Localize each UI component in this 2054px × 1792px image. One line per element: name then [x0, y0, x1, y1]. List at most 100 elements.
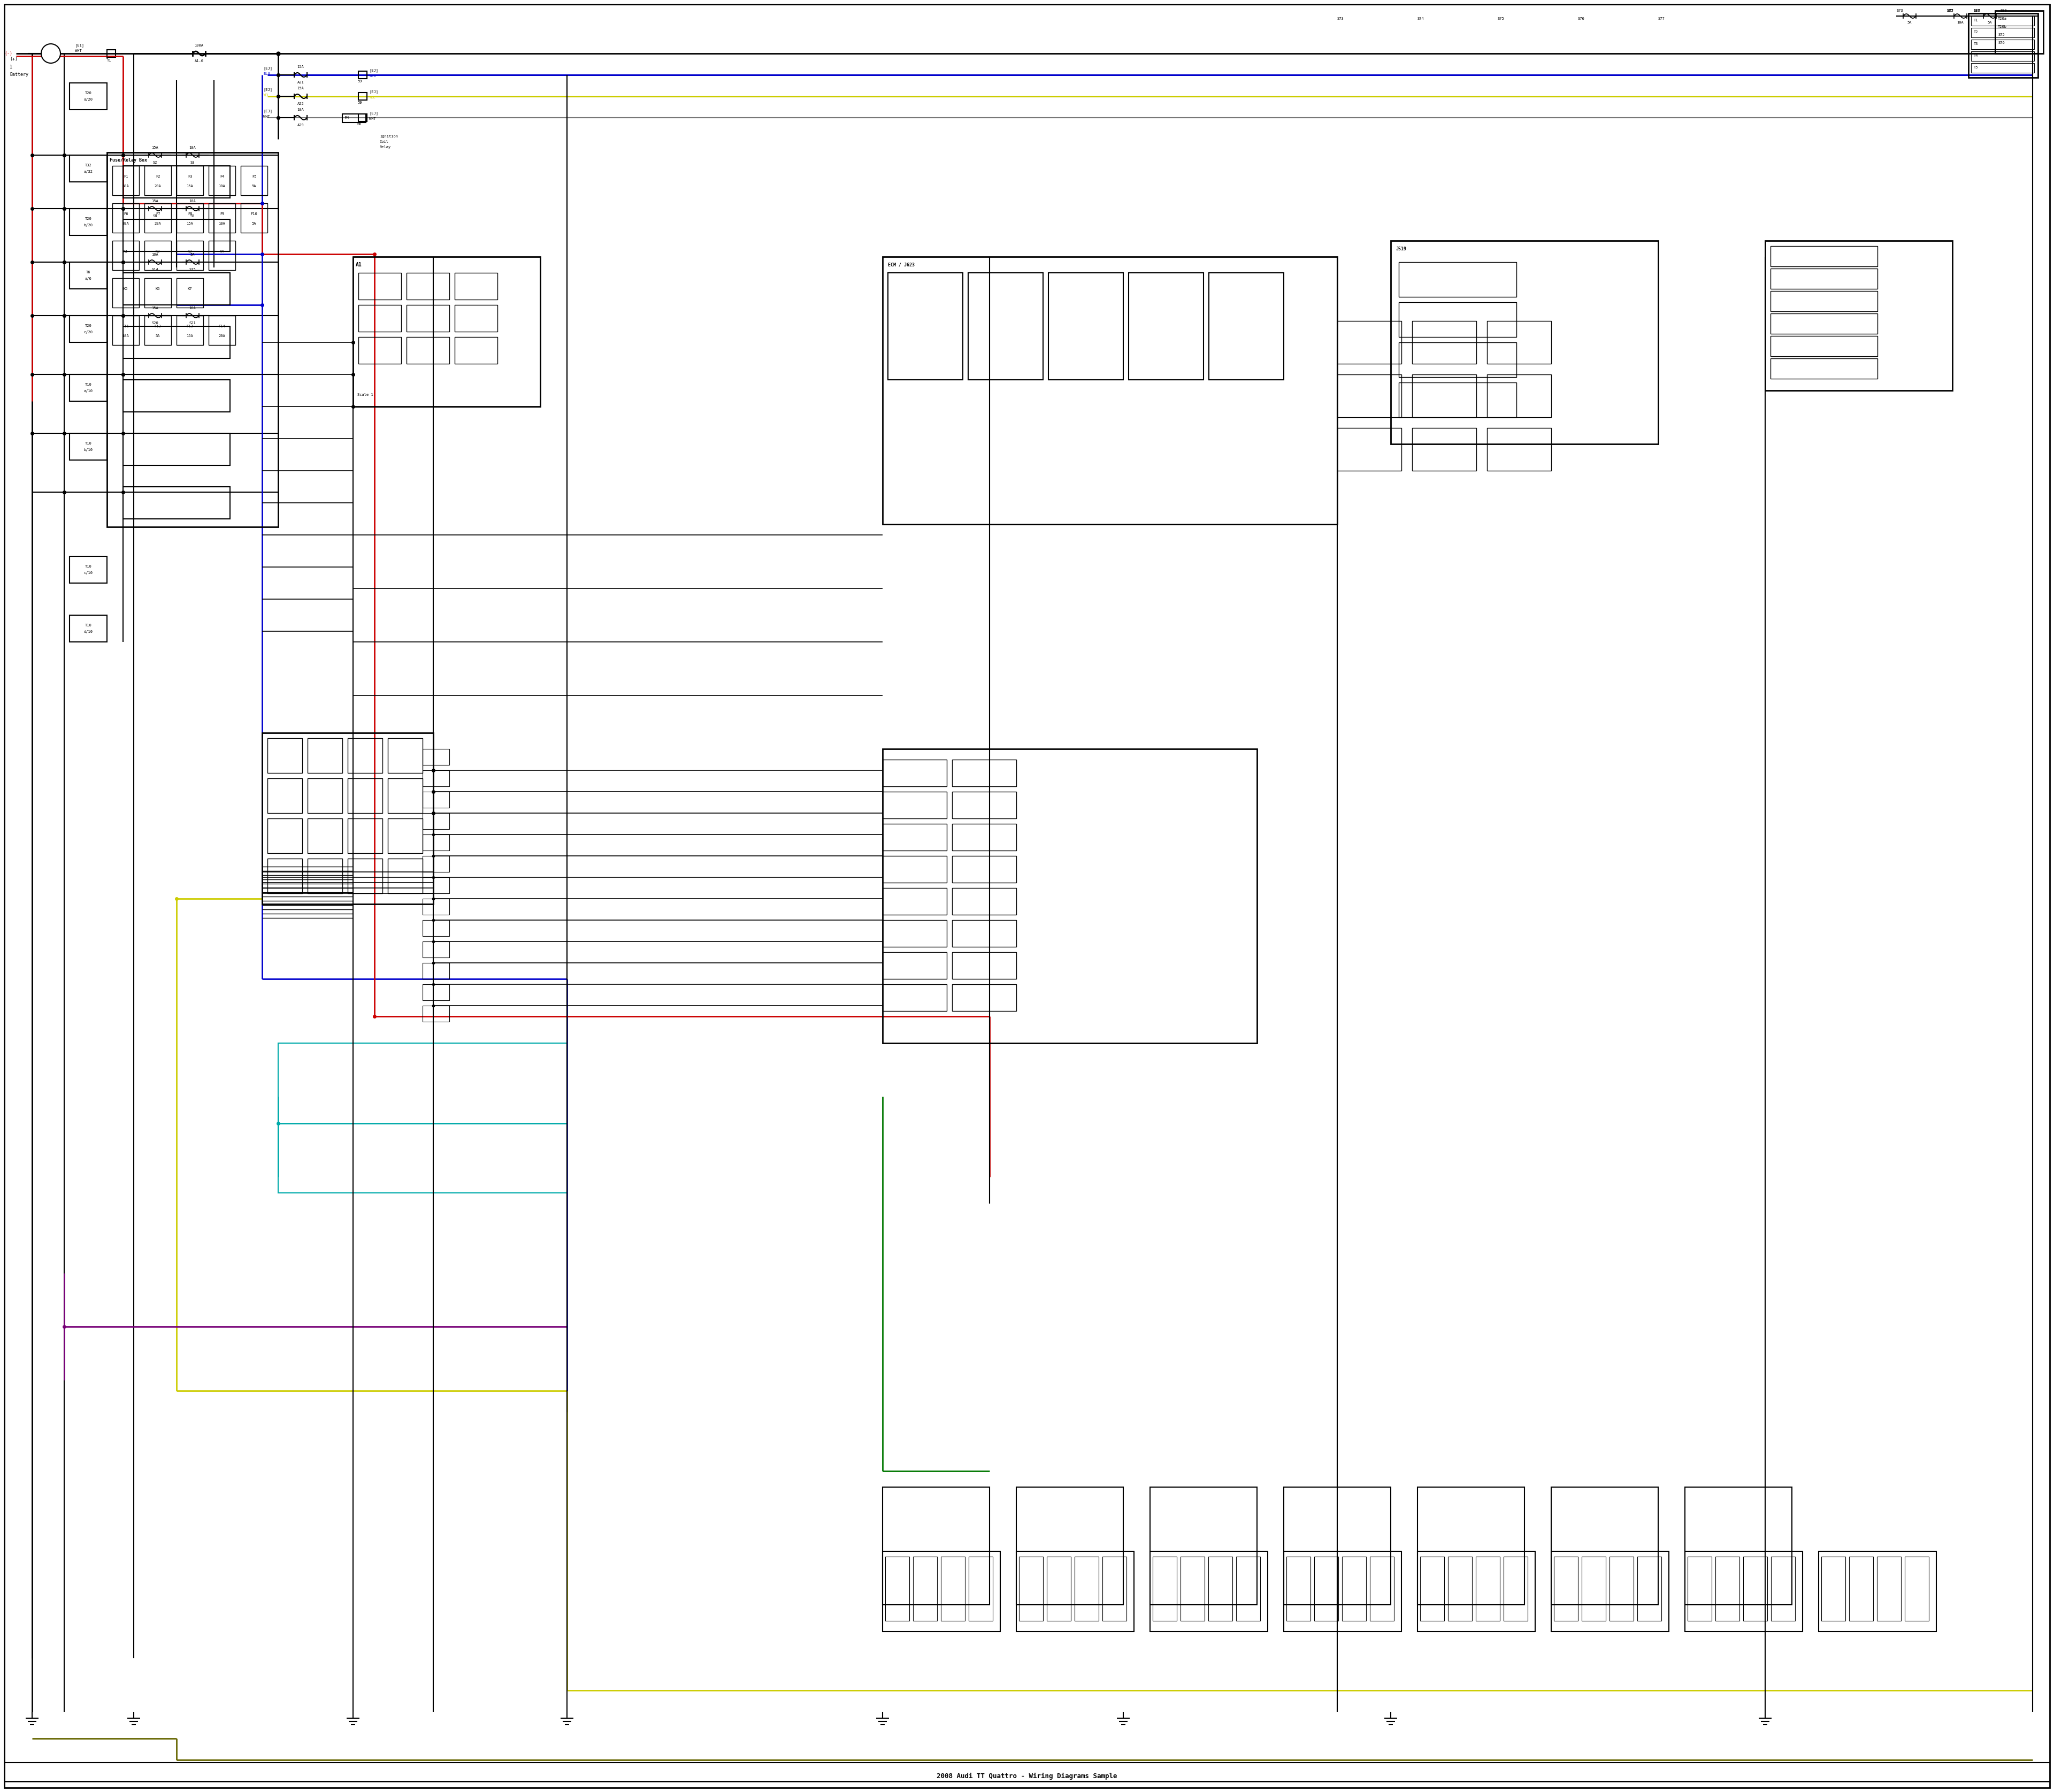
- Text: 15A: 15A: [187, 335, 193, 337]
- Text: T20: T20: [84, 91, 92, 95]
- Bar: [113, 240, 140, 271]
- Bar: [1744, 1557, 1766, 1620]
- Text: F11: F11: [123, 324, 129, 328]
- Text: S9: S9: [191, 215, 195, 217]
- Text: 20A: 20A: [218, 335, 226, 337]
- Text: a/10: a/10: [84, 389, 92, 392]
- Bar: [1487, 321, 1551, 364]
- Text: S76: S76: [1999, 41, 2005, 45]
- Bar: [388, 858, 423, 894]
- Bar: [210, 202, 236, 233]
- Text: T2: T2: [1974, 30, 1978, 34]
- Bar: [267, 858, 302, 894]
- Circle shape: [41, 43, 60, 63]
- Bar: [357, 93, 368, 100]
- Text: [E1]: [E1]: [74, 43, 84, 47]
- Text: 10A: 10A: [189, 306, 195, 310]
- Bar: [388, 778, 423, 814]
- Text: T4: T4: [1974, 54, 1978, 57]
- Bar: [1637, 1557, 1662, 1620]
- Text: S73: S73: [1337, 18, 1343, 20]
- Text: T3: T3: [1974, 43, 1978, 45]
- Text: S14: S14: [152, 269, 158, 271]
- Bar: [388, 819, 423, 853]
- Bar: [423, 898, 450, 914]
- Bar: [941, 1557, 965, 1620]
- Bar: [1417, 1487, 1524, 1606]
- Bar: [423, 919, 450, 935]
- Bar: [407, 337, 450, 364]
- Text: a/20: a/20: [84, 99, 92, 100]
- Text: A1: A1: [355, 262, 362, 267]
- Bar: [1181, 1557, 1204, 1620]
- Text: F3: F3: [187, 176, 193, 177]
- Text: A22: A22: [298, 102, 304, 106]
- Bar: [1284, 1552, 1401, 1631]
- Text: T20a: T20a: [1999, 18, 2007, 20]
- Text: 5A: 5A: [1908, 22, 1912, 23]
- Bar: [914, 1557, 937, 1620]
- Bar: [1684, 1487, 1791, 1606]
- Bar: [113, 278, 140, 308]
- Text: d/10: d/10: [84, 631, 92, 633]
- Bar: [1399, 262, 1516, 297]
- Bar: [1150, 1487, 1257, 1606]
- Text: (-): (-): [4, 52, 12, 56]
- Bar: [1399, 303, 1516, 337]
- Bar: [1284, 1487, 1391, 1606]
- Bar: [70, 82, 107, 109]
- Bar: [267, 819, 302, 853]
- Text: T10: T10: [84, 624, 92, 627]
- Bar: [347, 858, 382, 894]
- Text: 10A: 10A: [218, 185, 226, 188]
- Text: 10A: 10A: [152, 253, 158, 256]
- Bar: [1610, 1557, 1633, 1620]
- Bar: [423, 878, 450, 894]
- Text: F10: F10: [251, 213, 257, 215]
- Text: T20: T20: [84, 324, 92, 328]
- Bar: [1152, 1557, 1177, 1620]
- Text: Ignition: Ignition: [380, 134, 398, 138]
- Bar: [123, 380, 230, 412]
- Bar: [210, 240, 236, 271]
- Bar: [1972, 16, 2033, 25]
- Text: K5: K5: [123, 287, 127, 290]
- Bar: [263, 733, 433, 903]
- Text: S21: S21: [189, 321, 195, 324]
- Text: S89: S89: [2001, 9, 2007, 13]
- Bar: [1399, 342, 1516, 376]
- Text: 59: 59: [357, 100, 362, 104]
- Text: T1: T1: [107, 59, 111, 63]
- Bar: [70, 434, 107, 461]
- Bar: [357, 305, 401, 332]
- Text: [EJ]: [EJ]: [263, 66, 273, 70]
- Bar: [1582, 1557, 1606, 1620]
- Text: T1: T1: [1974, 18, 1978, 22]
- Bar: [210, 315, 236, 346]
- Text: Fuse/Relay Box: Fuse/Relay Box: [109, 158, 148, 163]
- Text: K1: K1: [123, 249, 127, 253]
- Bar: [70, 315, 107, 342]
- Text: M4: M4: [345, 116, 349, 120]
- Text: a/6: a/6: [84, 278, 92, 280]
- Bar: [70, 556, 107, 582]
- Bar: [1818, 1552, 1937, 1631]
- Text: 15A: 15A: [298, 65, 304, 68]
- Bar: [113, 202, 140, 233]
- Bar: [1208, 1557, 1232, 1620]
- Bar: [967, 272, 1043, 380]
- Text: A29: A29: [298, 124, 304, 127]
- Bar: [107, 152, 277, 527]
- Text: 5A: 5A: [253, 185, 257, 188]
- Text: T5: T5: [1974, 66, 1978, 70]
- Bar: [1341, 1557, 1366, 1620]
- Bar: [1771, 314, 1877, 333]
- Text: S75: S75: [1999, 34, 2005, 36]
- Bar: [70, 615, 107, 642]
- Text: 10A: 10A: [1957, 22, 1964, 23]
- Bar: [1972, 52, 2033, 61]
- Text: J519: J519: [1397, 246, 1407, 251]
- Text: 10A: 10A: [218, 222, 226, 226]
- Bar: [177, 202, 203, 233]
- Text: T10: T10: [84, 564, 92, 568]
